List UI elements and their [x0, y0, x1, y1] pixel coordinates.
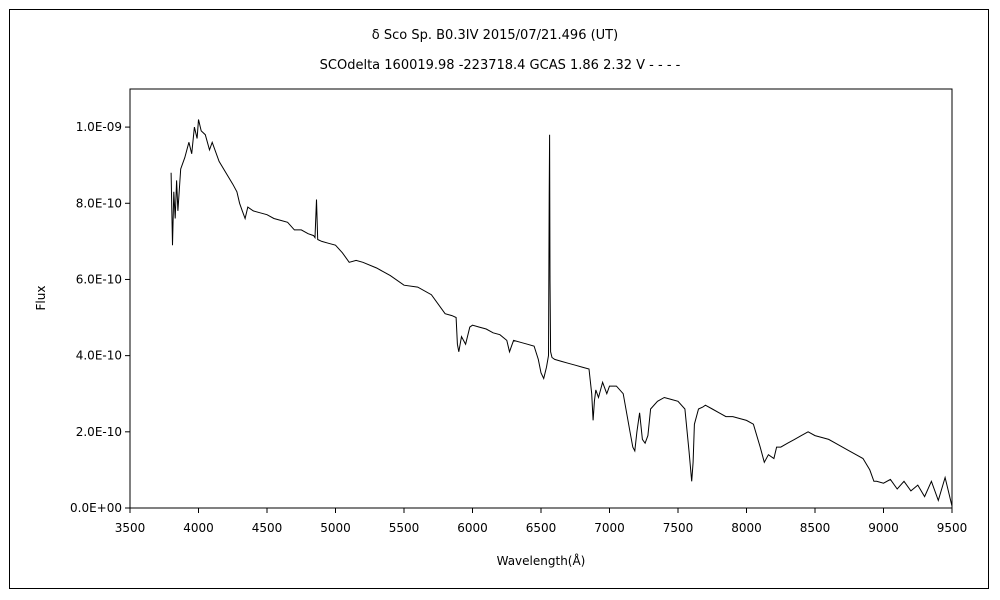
x-tick-label: 5500 [389, 521, 420, 535]
chart-subtitle: SCOdelta 160019.98 -223718.4 GCAS 1.86 2… [320, 58, 681, 73]
x-tick-label: 4500 [252, 521, 283, 535]
plot-area [129, 88, 953, 509]
chart-title: δ Sco Sp. B0.3IV 2015/07/21.496 (UT) [372, 28, 618, 43]
x-tick-label: 9000 [868, 521, 899, 535]
y-axis-label: Flux [34, 286, 48, 311]
x-tick-label: 6500 [526, 521, 557, 535]
y-tick-label: 6.0E-10 [76, 272, 122, 286]
x-tick-label: 9500 [937, 521, 968, 535]
y-tick-label: 8.0E-10 [76, 196, 122, 210]
y-tick-label: 1.0E-09 [76, 120, 122, 134]
x-tick-label: 6000 [457, 521, 488, 535]
x-axis-ticks: 3500 4000 4500 5000 5500 6000 6500 7000 7500 8000… [115, 508, 968, 535]
x-tick-label: 4000 [183, 521, 214, 535]
y-tick-label: 0.0E+00 [70, 501, 122, 515]
x-tick-label: 8500 [800, 521, 831, 535]
x-tick-label: 8000 [731, 521, 762, 535]
y-axis-ticks: 0.0E+00 2.0E-10 4.0E-10 6.0E-10 8.0E-10 1.0E-… [70, 120, 130, 515]
x-tick-label: 3500 [115, 521, 146, 535]
x-tick-label: 7000 [594, 521, 625, 535]
y-tick-label: 2.0E-10 [76, 425, 122, 439]
x-axis-label: Wavelength(Å) [497, 553, 586, 568]
chart-frame [9, 9, 989, 589]
x-tick-label: 7500 [663, 521, 694, 535]
y-tick-label: 4.0E-10 [76, 349, 122, 363]
spectrum-series-line [170, 119, 953, 507]
x-tick-label: 5000 [320, 521, 351, 535]
